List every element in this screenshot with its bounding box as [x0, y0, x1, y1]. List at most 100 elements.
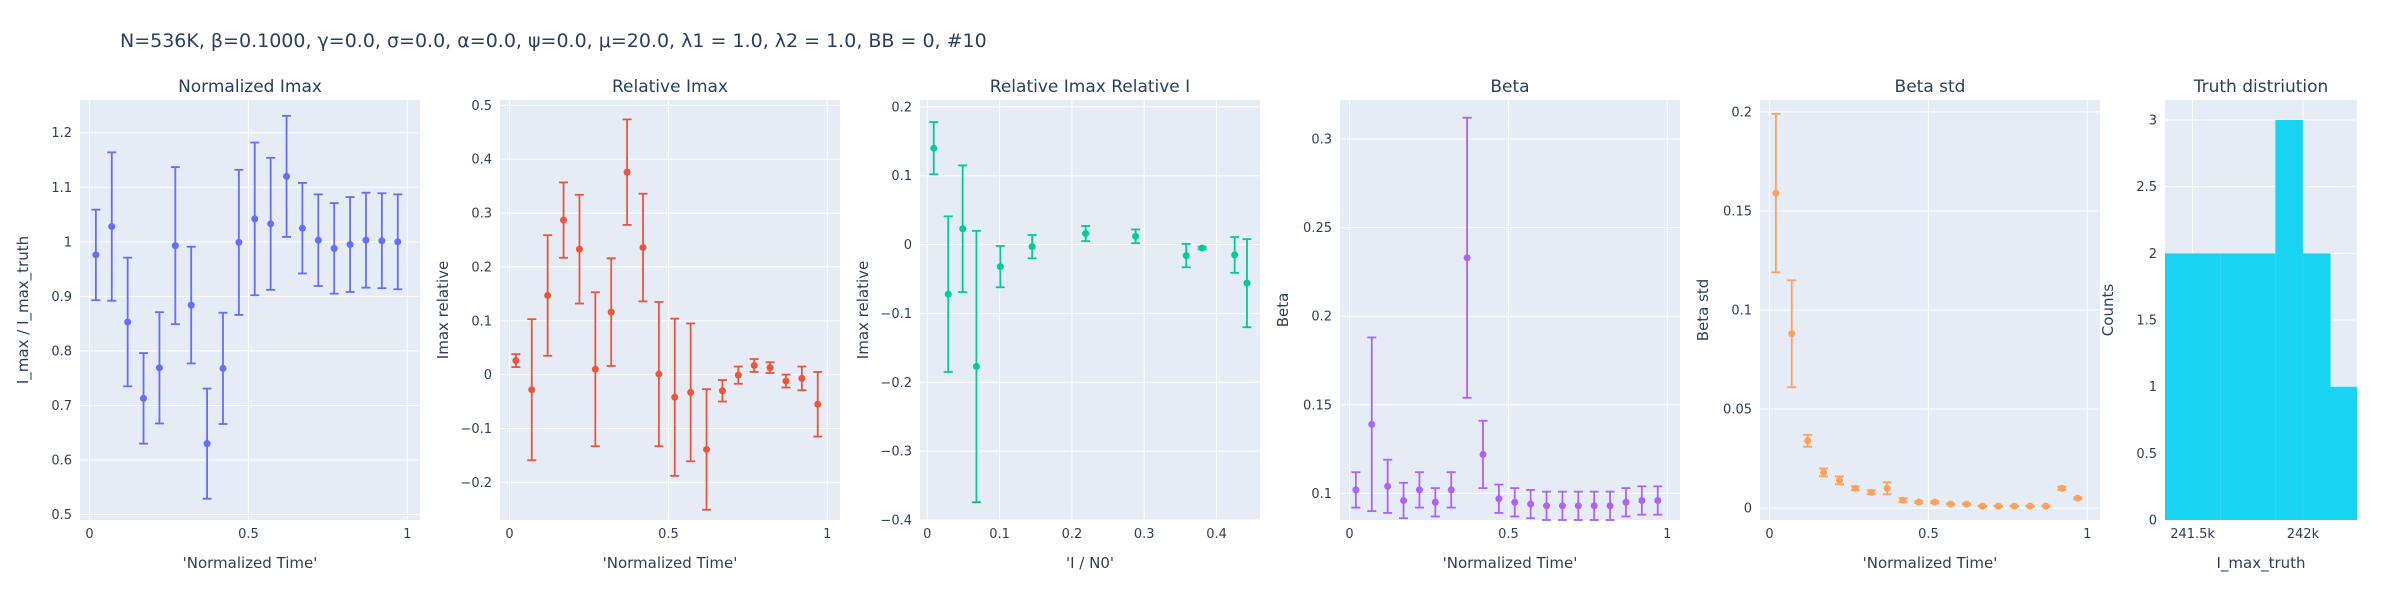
data-point	[1820, 468, 1828, 476]
x-tick-label: 0	[85, 527, 93, 542]
x-tick-label: 242k	[2287, 527, 2320, 542]
data-point	[1028, 243, 1036, 251]
y-tick-label: 0.2	[1311, 310, 1332, 325]
y-tick-label: 0.8	[51, 344, 72, 359]
data-point	[544, 291, 552, 299]
plot-area	[80, 100, 420, 520]
data-point	[1463, 254, 1471, 262]
y-axis-label: I_max / I_max_truth	[14, 236, 33, 384]
x-axis-label: 'Normalized Time'	[1443, 554, 1578, 572]
x-tick-label: 1	[2083, 527, 2091, 542]
x-tick-label: 0.5	[238, 527, 259, 542]
x-axis-label: 'Normalized Time'	[1863, 554, 1998, 572]
x-tick-label: 0	[505, 527, 513, 542]
x-tick-label: 1	[403, 527, 411, 542]
data-point	[251, 215, 259, 223]
subplot-title: Normalized Imax	[178, 77, 322, 97]
y-tick-label: 2	[2149, 247, 2157, 262]
data-point	[203, 440, 211, 448]
y-tick-label: −0.2	[880, 376, 912, 391]
histogram-bar	[2275, 120, 2303, 520]
data-point	[996, 263, 1004, 271]
data-point	[1352, 486, 1360, 494]
data-point	[1182, 252, 1190, 260]
histogram-bar	[2330, 386, 2357, 520]
y-tick-label: 0.05	[1723, 403, 1752, 418]
data-point	[930, 144, 938, 152]
y-tick-label: 0	[484, 368, 492, 383]
data-point	[734, 371, 742, 379]
data-point	[1788, 330, 1796, 338]
data-point	[528, 386, 536, 394]
data-point	[1590, 502, 1598, 510]
plot-area	[1340, 100, 1680, 520]
y-tick-label: 0.9	[51, 290, 72, 305]
data-point	[378, 237, 386, 245]
y-tick-label: 0.4	[471, 153, 492, 168]
data-point	[766, 364, 774, 372]
data-point	[1851, 484, 1859, 492]
y-axis-label: Beta	[1274, 293, 1292, 328]
y-tick-label: 0.2	[1731, 105, 1752, 120]
data-point	[1772, 189, 1780, 197]
data-point	[591, 365, 599, 373]
data-point	[959, 225, 967, 233]
y-tick-label: 1	[2149, 380, 2157, 395]
y-tick-label: 3	[2149, 114, 2157, 129]
data-point	[1543, 502, 1551, 510]
data-point	[1400, 497, 1408, 505]
data-point	[2058, 484, 2066, 492]
y-tick-label: 0.15	[1723, 204, 1752, 219]
data-point	[2010, 502, 2018, 510]
data-point	[1994, 502, 2002, 510]
y-tick-label: 0	[1744, 502, 1752, 517]
x-axis-label: 'Normalized Time'	[183, 554, 318, 572]
data-point	[607, 308, 615, 316]
x-tick-label: 0.5	[658, 527, 679, 542]
data-point	[718, 387, 726, 395]
subplot-title: Relative Imax	[612, 77, 728, 97]
data-point	[394, 238, 402, 246]
x-tick-label: 1	[1663, 527, 1671, 542]
data-point	[560, 216, 568, 224]
data-point	[1243, 279, 1251, 287]
x-tick-label: 0.3	[1134, 527, 1155, 542]
subplot-title: Relative Imax Relative I	[990, 77, 1190, 97]
data-point	[1638, 497, 1646, 505]
y-tick-label: 1	[64, 235, 72, 250]
subplot-4: 0.1 0.15 0.2 0.25 0.3 0 0.5 1 Beta 'Normalized Ti…	[1274, 77, 1680, 572]
x-tick-label: 0.4	[1206, 527, 1227, 542]
data-point	[1867, 488, 1875, 496]
data-point	[283, 172, 291, 180]
data-point	[1835, 476, 1843, 484]
x-tick-label: 0.5	[1498, 527, 1519, 542]
data-point	[1495, 495, 1503, 503]
subplot-1: 0.5 0.6 0.7 0.8 0.9 1 1.1 1.2 0 0.5 1 Normalized Im…	[14, 77, 420, 572]
subplot-title: Beta	[1490, 77, 1529, 97]
data-point	[750, 361, 758, 369]
y-tick-label: 0.1	[1731, 304, 1752, 319]
x-tick-label: 241.5k	[2170, 527, 2215, 542]
data-point	[1479, 450, 1487, 458]
data-point	[330, 244, 338, 252]
y-tick-label: −0.1	[460, 422, 492, 437]
data-point	[639, 244, 647, 252]
y-axis-label: Imax relative	[854, 261, 872, 359]
data-point	[219, 364, 227, 372]
subplot-6: 0 0.5 1 1.5 2 2.5 3 241.5k 242k Truth distriution…	[2099, 77, 2357, 573]
data-point	[944, 290, 952, 298]
data-point	[298, 224, 306, 232]
data-point	[92, 251, 100, 259]
plot-area	[500, 100, 840, 520]
data-point	[782, 377, 790, 385]
x-axis-label: 'Normalized Time'	[603, 554, 738, 572]
y-tick-label: 0.6	[51, 454, 72, 469]
y-axis-label: Beta std	[1694, 279, 1712, 342]
x-tick-label: 0	[1345, 527, 1353, 542]
data-point	[1384, 482, 1392, 490]
data-point	[1132, 232, 1140, 240]
y-tick-label: 0	[2149, 514, 2157, 529]
data-point	[814, 400, 822, 408]
data-point	[1558, 502, 1566, 510]
